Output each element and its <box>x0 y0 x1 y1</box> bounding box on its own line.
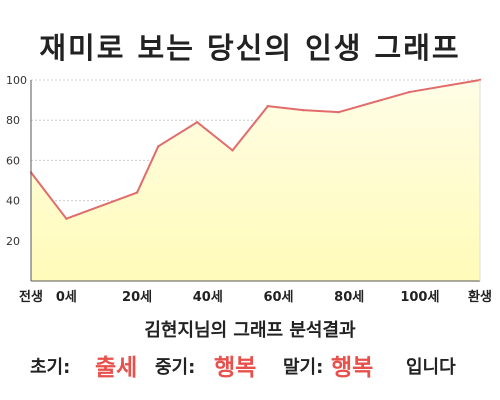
data-point <box>302 108 305 112</box>
y-tick-label: 60 <box>6 154 20 167</box>
middle-label: 중기: <box>155 357 196 378</box>
data-point <box>195 121 199 124</box>
x-tick-label: 전생 <box>19 289 43 305</box>
y-tick-label: 80 <box>6 114 20 127</box>
early-value: 출세 <box>95 355 138 381</box>
x-tick-label: 0세 <box>56 290 77 305</box>
x-tick-label: 환생 <box>468 289 492 305</box>
y-tick-label: 40 <box>6 195 20 208</box>
page-title: 재미로 보는 당신의 인생 그래프 <box>39 31 461 65</box>
x-tick-label: 60세 <box>263 290 293 305</box>
analysis-subtitle: 김현지님의 그래프 분석결과 <box>144 320 356 341</box>
late-value: 행복 <box>331 355 374 381</box>
life-area <box>31 80 480 281</box>
data-point <box>266 104 270 108</box>
x-tick-label: 40세 <box>193 290 223 305</box>
late-label: 말기: <box>283 357 324 378</box>
data-point <box>408 90 411 94</box>
x-tick-label: 80세 <box>334 290 364 305</box>
data-point <box>231 149 234 152</box>
middle-value: 행복 <box>214 355 257 381</box>
x-tick-label: 100세 <box>400 290 439 305</box>
data-point <box>157 145 160 148</box>
early-label: 초기: <box>30 357 71 378</box>
ending-text: 입니다 <box>406 357 456 378</box>
data-point <box>65 217 68 220</box>
x-tick-label: 20세 <box>122 290 152 305</box>
y-tick-label: 20 <box>6 235 20 248</box>
data-point <box>135 191 139 194</box>
y-tick-label: 100 <box>6 74 27 87</box>
analysis-result: 초기: 출세 중기: 행복 말기: 행복 입니다 <box>0 347 500 381</box>
data-point <box>337 110 340 114</box>
